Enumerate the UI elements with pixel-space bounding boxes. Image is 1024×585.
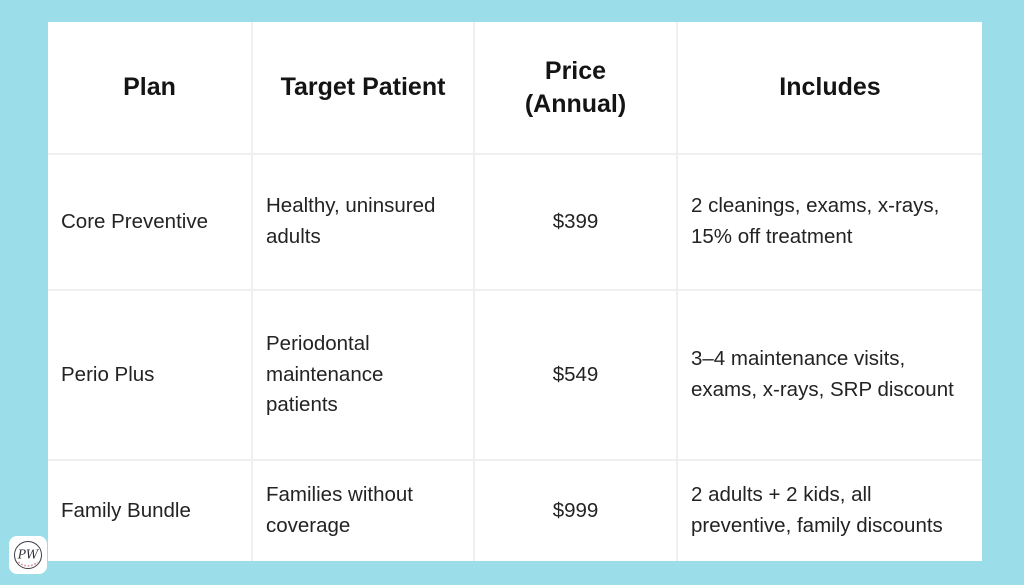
header-label-includes: Includes <box>779 73 881 102</box>
includes-text: 2 cleanings, exams, x-rays, 15% off trea… <box>691 194 940 248</box>
header-cell-price-annual: Price (Annual) <box>475 22 678 155</box>
cell-includes-perio-plus: 3–4 maintenance visits, exams, x-rays, S… <box>678 291 982 461</box>
cell-includes-family-bundle: 2 adults + 2 kids, all preventive, famil… <box>678 461 982 561</box>
plan-name: Core Preventive <box>61 209 208 233</box>
pw-logo-initials: PW <box>17 548 40 562</box>
target-patient-text: Periodontal maintenance patients <box>266 331 384 417</box>
header-cell-plan: Plan <box>48 22 253 155</box>
cell-target-family-bundle: Families without coverage <box>253 461 475 561</box>
header-cell-includes: Includes <box>678 22 982 155</box>
cell-plan-core-preventive: Core Preventive <box>48 155 253 291</box>
price-value: $999 <box>552 498 599 522</box>
header-label-price-annual: Price (Annual) <box>524 57 627 118</box>
dental-plan-pricing-table: Plan Target Patient Price (Annual) Inclu… <box>48 22 982 561</box>
includes-text: 3–4 maintenance visits, exams, x-rays, S… <box>691 347 954 401</box>
target-patient-text: Families without coverage <box>266 483 413 537</box>
cell-includes-core-preventive: 2 cleanings, exams, x-rays, 15% off trea… <box>678 155 982 291</box>
includes-text: 2 adults + 2 kids, all preventive, famil… <box>691 483 943 537</box>
target-patient-text: Healthy, uninsured adults <box>266 194 436 248</box>
cell-price-core-preventive: $399 <box>475 155 678 291</box>
cell-price-perio-plus: $549 <box>475 291 678 461</box>
pw-logo-icon: PW <box>14 541 42 569</box>
pw-logo-badge: PW <box>9 536 47 574</box>
plan-name: Family Bundle <box>61 498 191 522</box>
plan-name: Perio Plus <box>61 362 155 386</box>
cell-target-perio-plus: Periodontal maintenance patients <box>253 291 475 461</box>
cell-target-core-preventive: Healthy, uninsured adults <box>253 155 475 291</box>
header-label-target-patient: Target Patient <box>280 73 446 102</box>
price-value: $399 <box>552 209 599 233</box>
header-label-plan: Plan <box>123 73 176 102</box>
cell-plan-perio-plus: Perio Plus <box>48 291 253 461</box>
cell-plan-family-bundle: Family Bundle <box>48 461 253 561</box>
header-cell-target-patient: Target Patient <box>253 22 475 155</box>
cell-price-family-bundle: $999 <box>475 461 678 561</box>
price-value: $549 <box>552 362 599 386</box>
